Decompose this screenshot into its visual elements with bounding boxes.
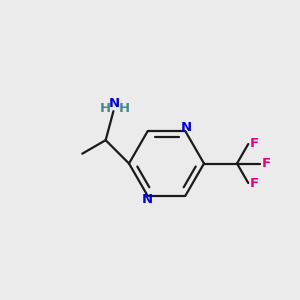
Text: N: N [141,194,152,206]
Text: F: F [250,177,259,190]
Text: H: H [100,102,111,115]
Text: F: F [262,157,271,170]
Text: N: N [181,121,192,134]
Text: H: H [118,102,130,115]
Text: N: N [109,97,120,110]
Text: F: F [250,136,259,150]
